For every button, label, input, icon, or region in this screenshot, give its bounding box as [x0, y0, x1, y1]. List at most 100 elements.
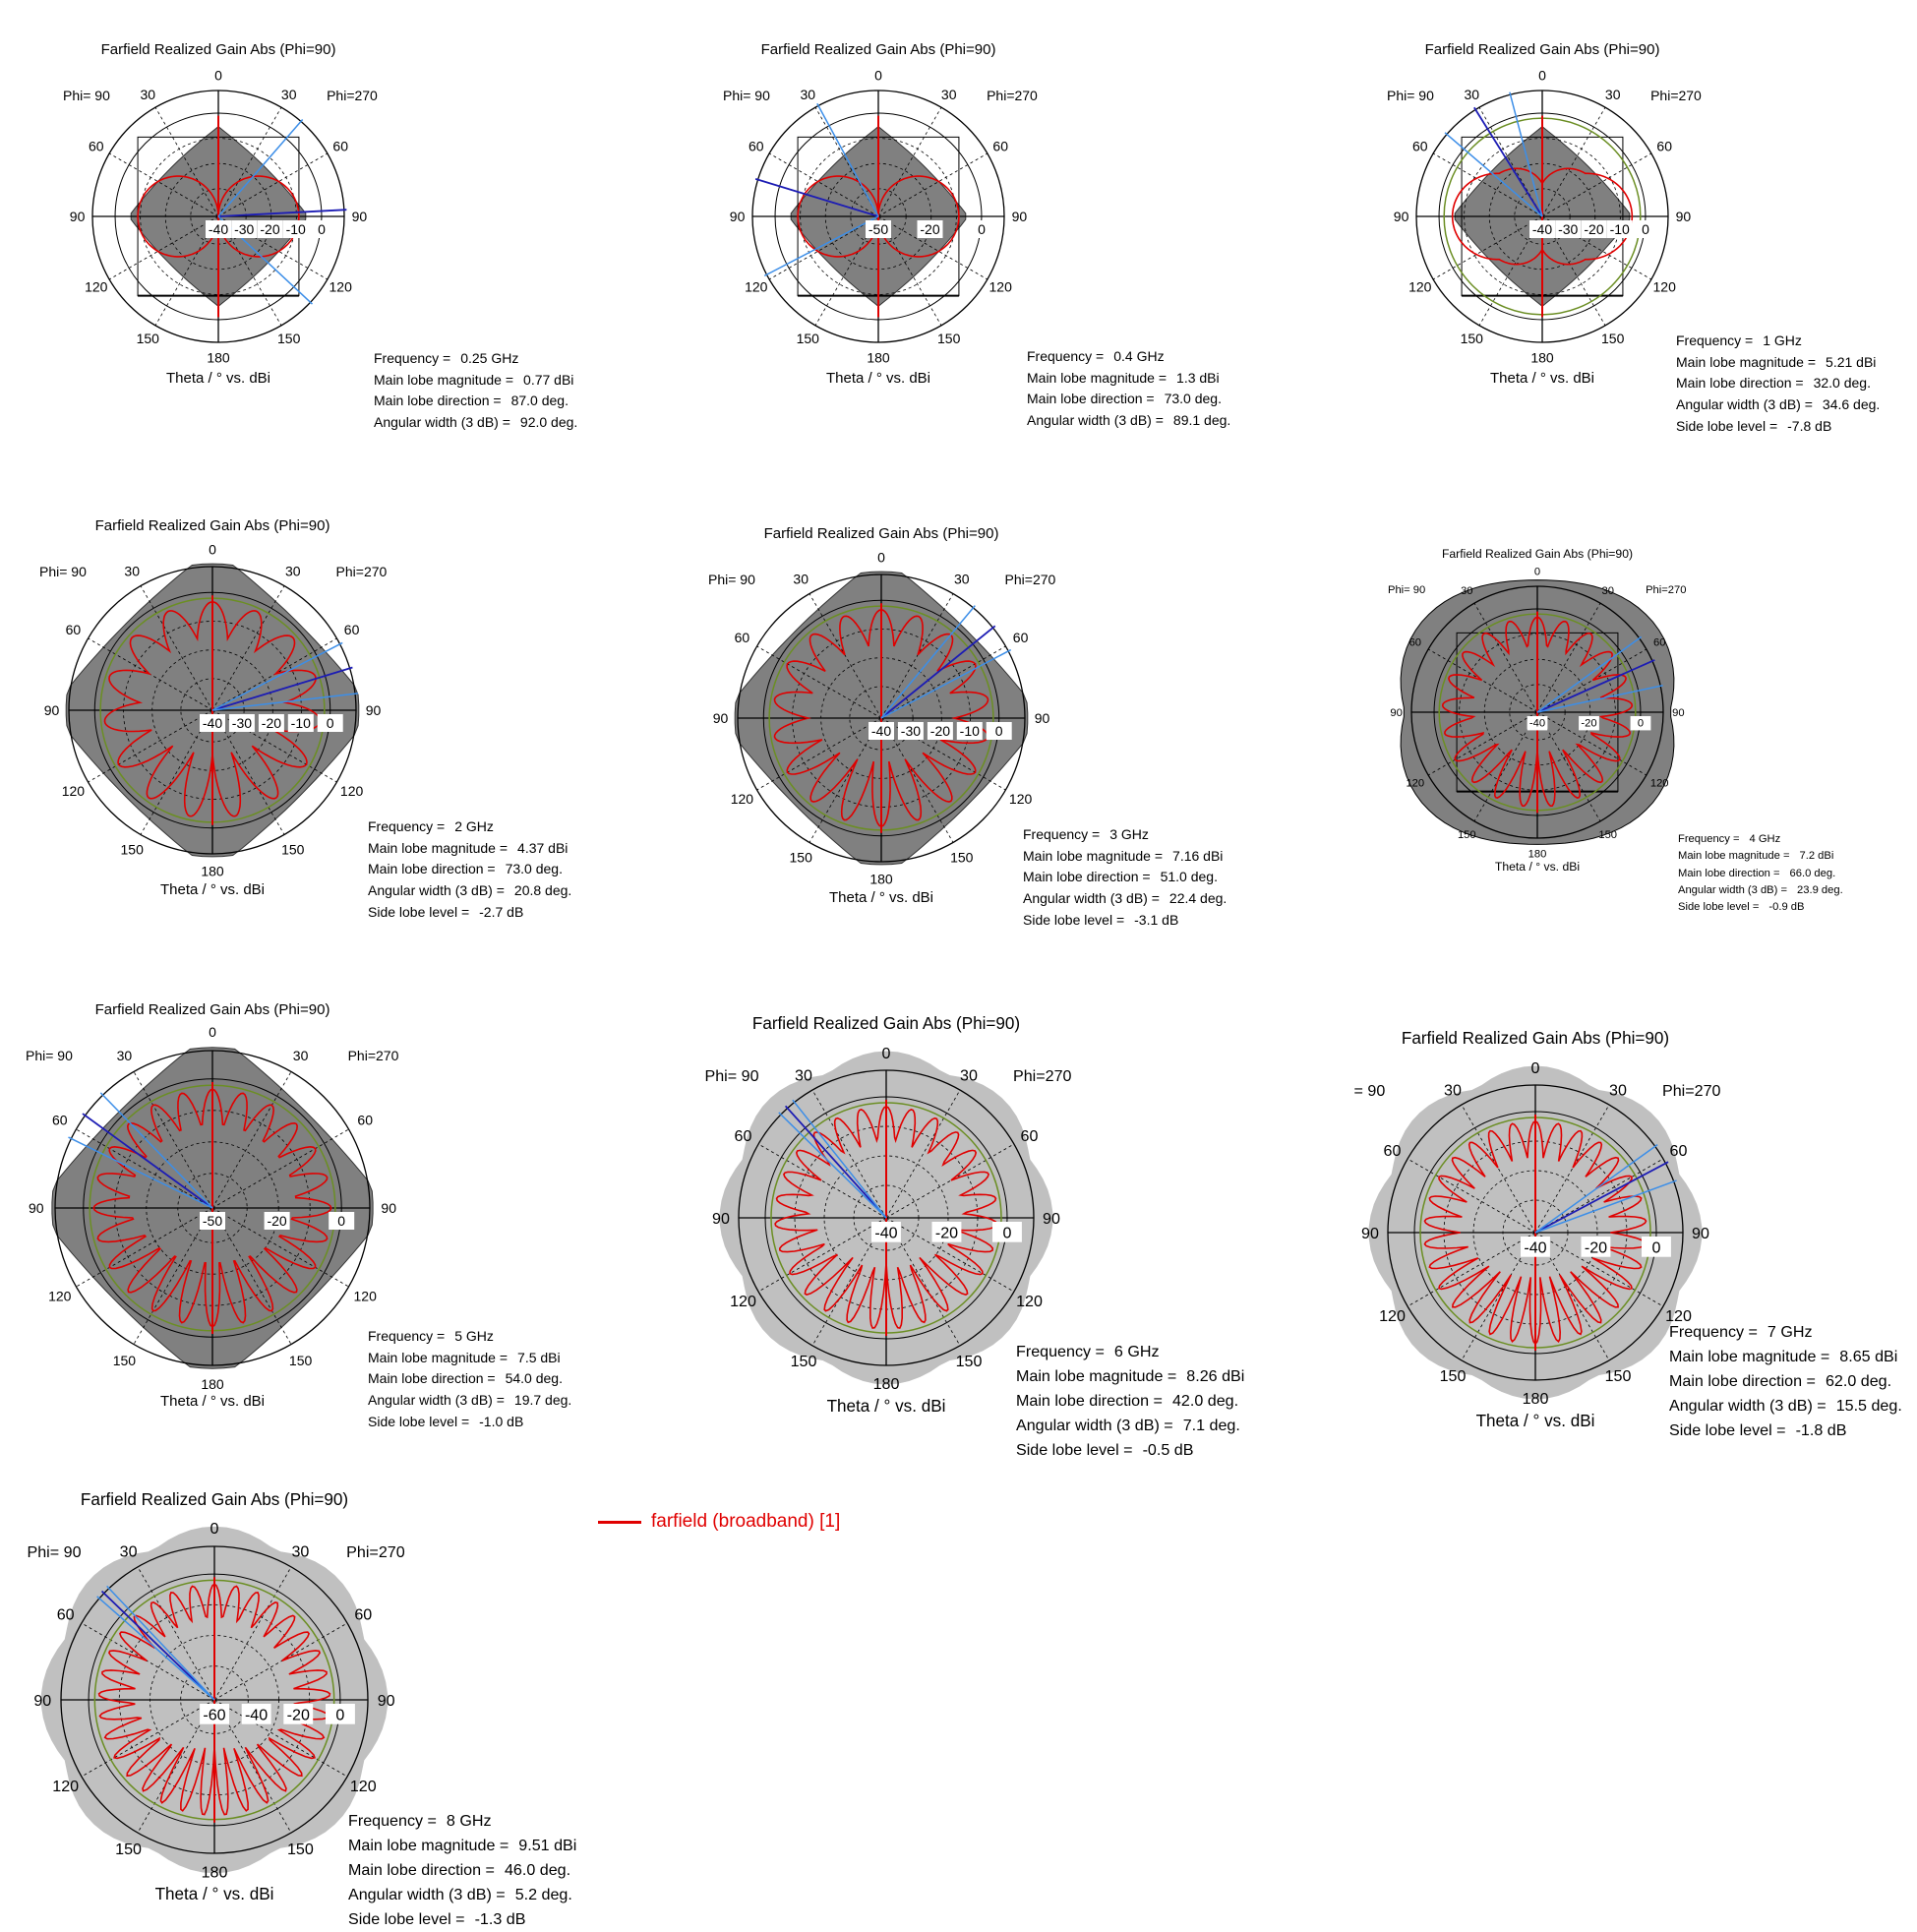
angle-tick-label: 120 [52, 1778, 79, 1795]
phi-left-label: Phi= 90 [1387, 88, 1434, 103]
angle-tick-label: 0 [877, 550, 885, 566]
grid-spoke [1407, 1158, 1536, 1234]
stat-row: Frequency = 2 GHz [368, 816, 571, 838]
main-lobe-direction-line [217, 209, 347, 217]
plot-title: Farfield Realized Gain Abs (Phi=90) [763, 525, 999, 542]
angle-tick-label: 90 [730, 209, 746, 224]
stat-row: Frequency = 6 GHz [1016, 1340, 1244, 1364]
angle-tick-label: 180 [869, 872, 893, 887]
angular-width-line [816, 102, 879, 217]
angle-tick-label: 90 [1012, 209, 1028, 224]
angle-tick-label: 120 [1408, 279, 1432, 295]
stat-label: Angular width (3 dB) = [348, 1885, 506, 1903]
stat-value: 73.0 deg. [505, 861, 563, 877]
stat-value: 92.0 deg. [519, 414, 578, 431]
radial-tick-label: -20 [935, 1225, 958, 1242]
stat-value: -1.0 dB [479, 1413, 524, 1429]
radial-tick-bg [206, 220, 231, 238]
angle-tick-label: 150 [277, 331, 301, 346]
radial-tick-label: 0 [1642, 221, 1649, 237]
stat-value: 0.4 GHz [1113, 348, 1165, 364]
radial-tick-bg [1606, 220, 1633, 238]
stat-row: Frequency = 3 GHz [1023, 824, 1227, 846]
stat-label: Main lobe direction = [1023, 869, 1151, 885]
radial-tick-label: -20 [1584, 221, 1603, 237]
radial-tick-label: -10 [960, 723, 980, 739]
angle-tick-label: 90 [1390, 707, 1402, 719]
angle-tick-label: 120 [340, 783, 364, 799]
angle-tick-label: 120 [350, 1778, 377, 1795]
stat-row: Frequency = 8 GHz [348, 1809, 576, 1834]
legend-label: farfield (broadband) [1] [651, 1511, 841, 1532]
angle-tick-label: 120 [1665, 1307, 1692, 1325]
radial-tick-label: -30 [901, 723, 921, 739]
grid-spoke [757, 1143, 887, 1219]
x-axis-label: Theta / ° vs. dBi [159, 881, 266, 898]
angle-tick-label: 60 [354, 1605, 372, 1623]
angle-tick-label: 180 [201, 864, 224, 879]
main-lobe-direction-line [754, 177, 879, 217]
phi-right-label: Phi=270 [346, 1542, 405, 1561]
x-axis-label: Theta / ° vs. dBi [828, 889, 934, 906]
stat-label: Frequency = [1678, 833, 1740, 845]
angle-tick-label: 30 [293, 1048, 309, 1063]
plot-title: Farfield Realized Gain Abs (Phi=90) [751, 1013, 1021, 1033]
stat-value: 1.3 dBi [1176, 369, 1220, 386]
stat-row: Angular width (3 dB) = 92.0 deg. [374, 412, 577, 434]
phi-right-label: Phi=270 [335, 564, 388, 579]
angle-tick-label: 60 [66, 622, 82, 637]
radial-tick-label: -10 [291, 715, 311, 731]
stat-value: 87.0 deg. [510, 392, 569, 409]
angle-tick-label: 150 [937, 331, 961, 346]
angular-width-line [792, 1099, 887, 1219]
lobe-statistics: Frequency = 0.4 GHz Main lobe magnitude =… [1027, 346, 1230, 432]
angle-tick-label: 150 [956, 1353, 983, 1370]
angle-tick-label: 30 [1461, 585, 1472, 597]
phi-left-label: Phi= 90 [723, 88, 770, 103]
plot-title: Farfield Realized Gain Abs (Phi=90) [100, 41, 336, 58]
radial-tick-label: -30 [232, 715, 252, 731]
stat-row: Main lobe magnitude = 1.3 dBi [1027, 368, 1230, 390]
radial-tick-label: -40 [245, 1707, 268, 1724]
stat-value: 6 GHz [1113, 1343, 1160, 1360]
angle-tick-label: 120 [354, 1289, 378, 1304]
radial-tick-label: -40 [1524, 1239, 1546, 1257]
grid-spoke [1407, 1232, 1536, 1307]
stat-row: Main lobe magnitude = 7.2 dBi [1678, 848, 1843, 865]
angle-tick-label: 150 [137, 331, 160, 346]
stat-label: Angular width (3 dB) = [368, 882, 505, 899]
angle-tick-label: 30 [1465, 87, 1480, 102]
stat-label: Side lobe level = [368, 1413, 470, 1429]
angle-tick-label: 60 [749, 138, 764, 153]
phi-left-label: = 90 [1353, 1081, 1386, 1100]
phi-right-label: Phi=270 [1662, 1081, 1721, 1100]
angle-tick-label: 90 [1394, 209, 1409, 224]
legend: farfield (broadband) [1] [598, 1511, 840, 1533]
stat-row: Side lobe level = -7.8 dB [1676, 416, 1880, 438]
radial-tick-bg [917, 220, 943, 238]
angle-tick-label: 90 [1672, 707, 1684, 719]
lobe-statistics: Frequency = 8 GHz Main lobe magnitude = 9… [348, 1809, 576, 1932]
angular-width-line [1509, 91, 1543, 217]
stat-row: Angular width (3 dB) = 15.5 deg. [1669, 1394, 1902, 1419]
radial-tick-bg [1642, 1237, 1671, 1257]
angle-tick-label: 0 [1534, 567, 1540, 578]
radial-tick-label: -40 [871, 723, 891, 739]
radial-tick-bg [1521, 1237, 1550, 1257]
stat-value: -1.8 dB [1795, 1420, 1847, 1439]
stat-row: Side lobe level = -1.3 dB [348, 1907, 576, 1932]
phi-left-label: Phi= 90 [27, 1542, 82, 1561]
angle-tick-label: 60 [1021, 1127, 1039, 1145]
grid-spoke [756, 645, 882, 719]
angle-tick-label: 60 [735, 1127, 752, 1145]
stat-value: 66.0 deg. [1789, 867, 1836, 879]
angle-tick-label: 120 [989, 279, 1013, 295]
phi-left-label: Phi= 90 [704, 1066, 759, 1085]
stat-value: 51.0 deg. [1160, 869, 1218, 885]
angle-tick-label: 120 [730, 1293, 756, 1310]
stat-row: Angular width (3 dB) = 20.8 deg. [368, 880, 571, 902]
stat-row: Main lobe magnitude = 5.21 dBi [1676, 352, 1880, 374]
